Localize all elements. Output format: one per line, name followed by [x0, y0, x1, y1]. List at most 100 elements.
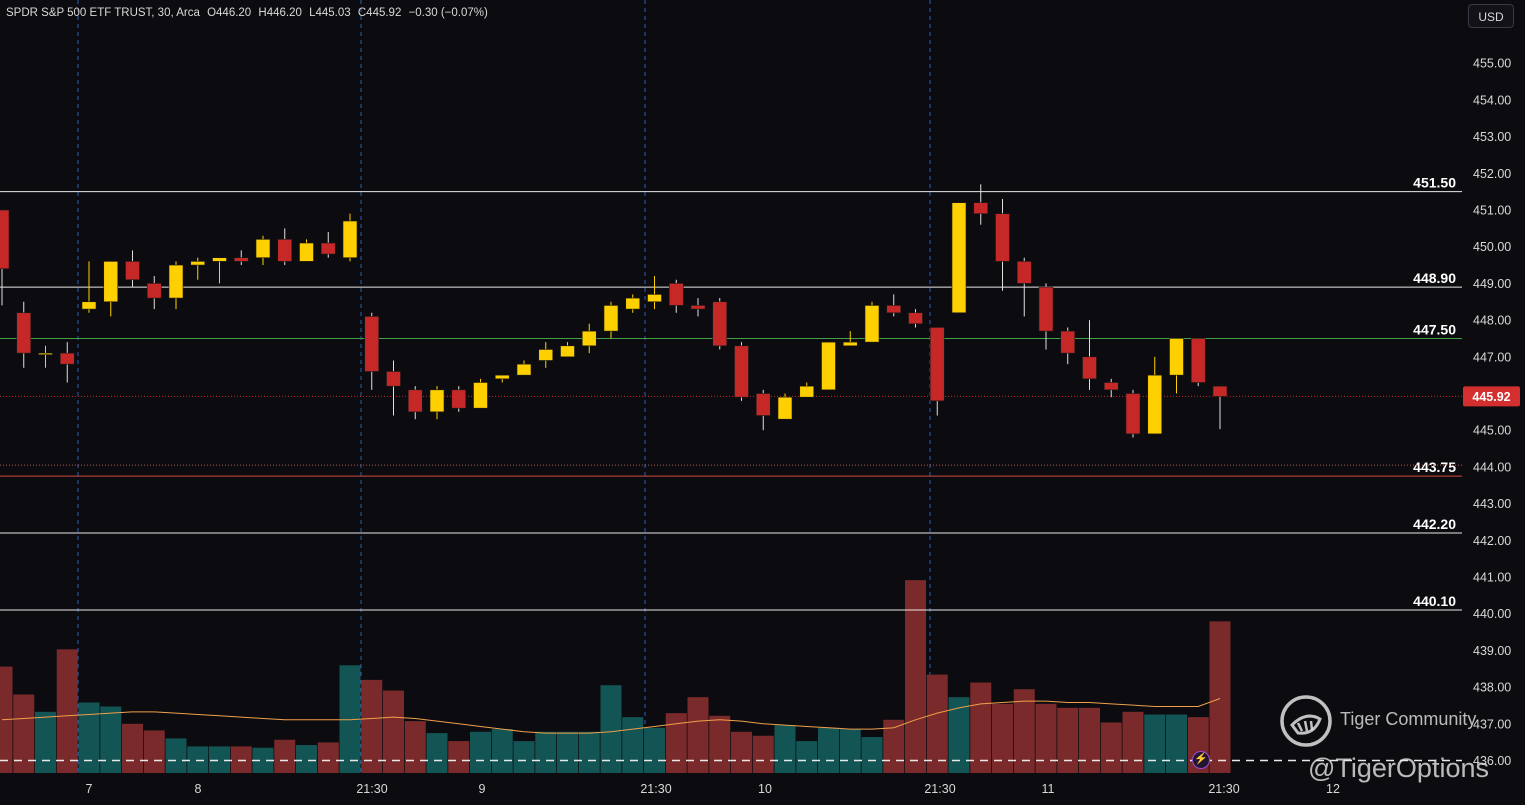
- candle-body[interactable]: [59, 352, 75, 365]
- volume-bar: [796, 741, 818, 773]
- volume-bar: [165, 738, 187, 773]
- candle-body[interactable]: [1060, 330, 1076, 354]
- price-tick-label: 438.00: [1473, 681, 1511, 695]
- candle-body[interactable]: [103, 261, 119, 303]
- candle-body[interactable]: [1016, 261, 1032, 284]
- candle-body[interactable]: [386, 371, 401, 387]
- volume-bar: [1035, 703, 1057, 773]
- price-tick-label: 449.00: [1473, 277, 1511, 291]
- candle-body[interactable]: [929, 327, 945, 402]
- time-tick-label: 11: [1042, 782, 1055, 796]
- candle-body[interactable]: [299, 242, 314, 262]
- candle-body[interactable]: [0, 209, 10, 270]
- candle-body[interactable]: [603, 305, 619, 332]
- time-tick-label: 12: [1326, 782, 1340, 796]
- candle-body[interactable]: [168, 264, 184, 299]
- volume-bar: [361, 679, 383, 773]
- time-tick-label: 21:30: [356, 782, 387, 796]
- candle-body[interactable]: [799, 385, 815, 398]
- candle-body[interactable]: [516, 363, 532, 376]
- price-tick-label: 443.00: [1473, 497, 1511, 511]
- candle-body[interactable]: [233, 257, 249, 262]
- candle-body[interactable]: [995, 213, 1010, 262]
- candle-body[interactable]: [1212, 385, 1228, 397]
- chart-legend-header: SPDR S&P 500 ETF TRUST, 30, Arca O446.20…: [6, 7, 492, 19]
- volume-bar: [491, 729, 513, 773]
- currency-button[interactable]: USD: [1468, 4, 1514, 28]
- volume-bar: [752, 735, 774, 773]
- candle-body[interactable]: [668, 283, 684, 306]
- candle-body[interactable]: [1103, 382, 1119, 391]
- level-label: 451.50: [1413, 175, 1456, 191]
- price-tick-label: 442.00: [1473, 534, 1511, 548]
- last-price-label: 445.92: [1472, 390, 1510, 404]
- candle-body[interactable]: [908, 312, 923, 325]
- candle-body[interactable]: [429, 389, 445, 413]
- candle-body[interactable]: [951, 202, 967, 314]
- volume-bar: [404, 721, 426, 773]
- level-label: 447.50: [1413, 321, 1456, 337]
- candle-body[interactable]: [538, 349, 554, 361]
- candle-body[interactable]: [190, 261, 206, 266]
- candle-body[interactable]: [560, 345, 575, 358]
- volume-bar: [1122, 711, 1144, 773]
- volume-bar: [1100, 722, 1122, 773]
- candle-body[interactable]: [886, 305, 902, 314]
- candle-body[interactable]: [1125, 393, 1141, 435]
- volume-bar: [992, 703, 1013, 773]
- candle-body[interactable]: [81, 301, 97, 310]
- candle-body[interactable]: [494, 374, 510, 380]
- candle-body[interactable]: [864, 305, 880, 343]
- candle-body[interactable]: [1038, 286, 1054, 332]
- candle-body[interactable]: [212, 257, 227, 262]
- change-value: −0.30 (−0.07%): [408, 7, 488, 19]
- candle-body[interactable]: [842, 341, 858, 347]
- candle-body[interactable]: [755, 393, 771, 416]
- price-tick-label: 437.00: [1473, 717, 1511, 731]
- candle-body[interactable]: [342, 220, 358, 259]
- candle-body[interactable]: [364, 316, 380, 372]
- candle-body[interactable]: [973, 202, 989, 214]
- lightning-icon[interactable]: ⚡: [1192, 751, 1210, 769]
- candle-body[interactable]: [734, 345, 749, 398]
- volume-bar: [252, 747, 274, 773]
- candle-body[interactable]: [1190, 338, 1206, 383]
- volume-bar: [230, 746, 252, 773]
- tiger-logo-icon: [1280, 695, 1332, 747]
- price-tick-label: 445.00: [1473, 424, 1511, 438]
- volume-bar: [644, 727, 665, 773]
- candle-body[interactable]: [473, 382, 488, 409]
- candle-body[interactable]: [647, 294, 662, 303]
- candle-body[interactable]: [320, 242, 336, 255]
- volume-bar: [926, 674, 948, 773]
- candle-body[interactable]: [690, 305, 706, 310]
- candle-body[interactable]: [407, 389, 423, 413]
- candle-body[interactable]: [146, 283, 162, 299]
- level-label: 442.20: [1413, 516, 1456, 532]
- candle-body[interactable]: [16, 312, 32, 354]
- candle-body[interactable]: [125, 261, 140, 281]
- watermark-community: Tiger Community: [1340, 709, 1477, 729]
- price-tick-label: 448.00: [1473, 314, 1511, 328]
- candle-body[interactable]: [451, 389, 467, 409]
- volume-bar: [187, 746, 209, 773]
- high-value: H446.20: [258, 7, 302, 19]
- volume-bar: [35, 711, 56, 773]
- candle-body[interactable]: [581, 330, 597, 347]
- candle-body[interactable]: [712, 301, 728, 347]
- low-value: L445.03: [309, 7, 351, 19]
- candle-body[interactable]: [255, 239, 271, 259]
- symbol-title: SPDR S&P 500 ETF TRUST, 30, Arca: [6, 7, 200, 19]
- candle-body[interactable]: [777, 396, 793, 420]
- candle-body[interactable]: [821, 341, 836, 391]
- volume-bar: [774, 725, 796, 773]
- candle-body[interactable]: [1147, 374, 1163, 435]
- candle-body[interactable]: [1082, 356, 1097, 380]
- candle-body[interactable]: [277, 239, 293, 262]
- volume-bar: [1057, 707, 1079, 773]
- volume-bar: [818, 727, 839, 773]
- candle-body[interactable]: [1169, 338, 1184, 376]
- candle-body[interactable]: [625, 297, 641, 310]
- candle-body[interactable]: [38, 352, 53, 355]
